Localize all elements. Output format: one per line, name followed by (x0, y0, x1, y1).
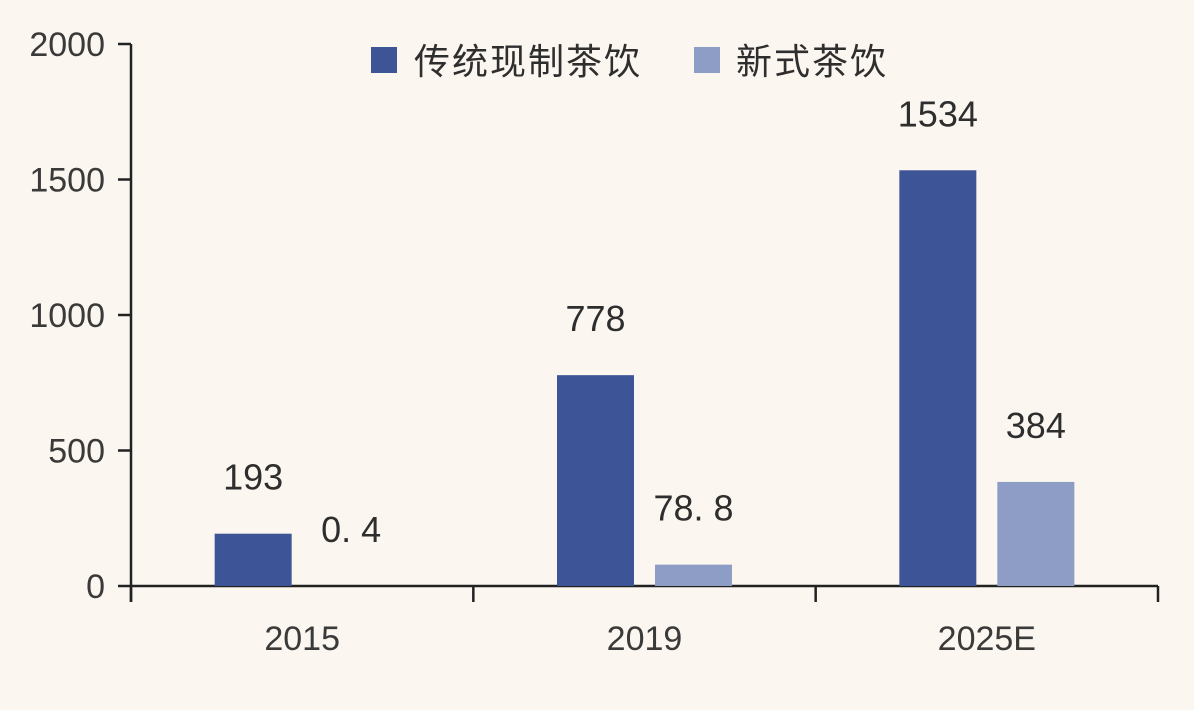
x-tick-label: 2015 (264, 620, 340, 658)
y-tick-label: 0 (86, 568, 105, 606)
bar-traditional-2015 (214, 533, 292, 586)
x-axis: 2015 2019 2025E (129, 584, 1160, 658)
data-label: 193 (223, 457, 283, 498)
data-labels: 193 0. 4 778 78. 8 1534 384 (223, 93, 1066, 550)
legend-swatch (694, 47, 720, 73)
bar-traditional-2019 (557, 375, 634, 586)
bar-new-style-2019 (655, 564, 732, 586)
data-label: 0. 4 (321, 509, 381, 550)
x-tick-label: 2025E (938, 620, 1036, 658)
bar-new-style-2025E (997, 481, 1075, 586)
bars (214, 170, 1075, 586)
y-tick-label: 1500 (29, 162, 105, 200)
legend-label: 新式茶饮 (736, 42, 888, 83)
legend: 传统现制茶饮 新式茶饮 (371, 42, 888, 83)
data-label: 1534 (898, 93, 978, 134)
y-axis: 0 500 1000 1500 2000 (29, 26, 133, 606)
y-tick-label: 500 (48, 433, 105, 471)
y-tick-label: 1000 (29, 297, 105, 335)
data-label: 78. 8 (653, 488, 733, 529)
x-tick-label: 2019 (607, 620, 683, 658)
data-label: 384 (1006, 405, 1066, 446)
bar-traditional-2025E (899, 170, 977, 586)
legend-label: 传统现制茶饮 (414, 42, 642, 83)
data-label: 778 (565, 298, 625, 339)
legend-swatch (371, 47, 397, 73)
y-tick-label: 2000 (29, 26, 105, 64)
